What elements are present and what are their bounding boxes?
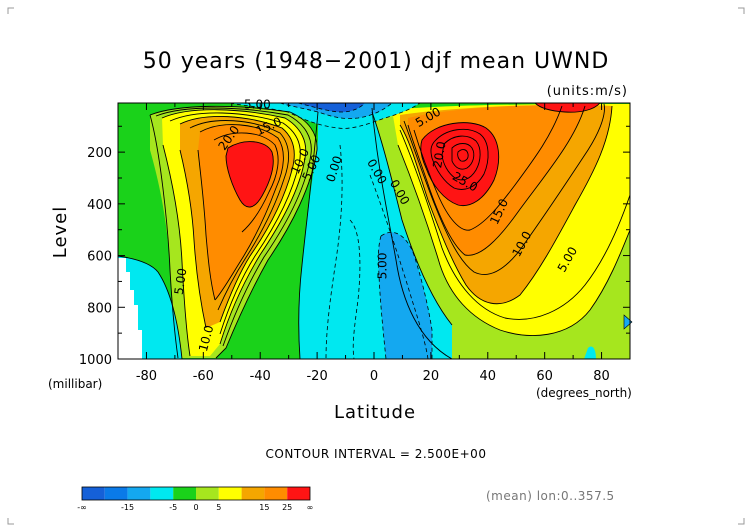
chart-title: 50 years (1948−2001) djf mean UWND bbox=[143, 49, 610, 74]
x-tick-label: 40 bbox=[480, 369, 497, 384]
colorbar-swatch bbox=[264, 487, 288, 500]
nh-contour-line-12 bbox=[399, 129, 630, 320]
sh-contour-line-west-10 bbox=[162, 144, 191, 357]
missing-data-mask bbox=[118, 258, 142, 359]
x-tick-label: -20 bbox=[306, 369, 327, 384]
sh-jet-core-fill bbox=[226, 141, 274, 208]
colorbar-swatch bbox=[127, 487, 151, 500]
equatorial-dashed-line-2 bbox=[349, 219, 361, 359]
colorbar-label: 15 bbox=[259, 503, 269, 512]
x-tick-label: -60 bbox=[193, 369, 214, 384]
sh-contour-line-22 bbox=[213, 132, 279, 233]
sh-contour-line-15 bbox=[179, 116, 295, 323]
colorbar-label: 25 bbox=[282, 503, 292, 512]
y-tick-label: 600 bbox=[87, 250, 112, 265]
nh-contour-line-22 bbox=[413, 105, 563, 231]
x-tick-label: -40 bbox=[250, 369, 271, 384]
nh-contour-line-15 bbox=[399, 105, 613, 305]
contour-lines bbox=[118, 103, 630, 359]
colorbar-frame bbox=[81, 486, 311, 501]
x-tick-label: 0 bbox=[370, 369, 378, 384]
x-tick-label: -80 bbox=[136, 369, 157, 384]
sh-contour-line-7 bbox=[155, 107, 312, 347]
colorbar-swatch bbox=[150, 487, 174, 500]
tropical-upper-core-fill-2 bbox=[298, 103, 365, 112]
contour-label: 5.00 bbox=[172, 267, 190, 295]
equatorial-core-fill bbox=[378, 232, 432, 359]
axes: -80 -60 -40 -20 0 20 40 60 80 200 400 600 800 1000 bbox=[79, 103, 631, 384]
units-label: (units:m/s) bbox=[547, 84, 628, 99]
sh-contour-line-25 bbox=[225, 141, 274, 208]
colorbar-swatch bbox=[218, 487, 242, 500]
sh-contour-line-20 bbox=[199, 124, 284, 301]
x-tick-label: 60 bbox=[536, 369, 553, 384]
tropical-upper-dashed-line-3 bbox=[229, 103, 421, 129]
negative-contour-lines bbox=[229, 103, 433, 359]
y-axis-title: Level bbox=[50, 206, 71, 259]
y-unit-label: (millibar) bbox=[48, 377, 102, 391]
y-tick-label: 200 bbox=[87, 146, 112, 161]
sh-contour-line-17 bbox=[189, 120, 289, 311]
averaging-footnote: (mean) lon:0..357.5 bbox=[486, 489, 615, 503]
colorbar-swatch bbox=[196, 487, 219, 500]
sh-contour-line-12 bbox=[169, 112, 301, 335]
equatorial-dashed-line-3 bbox=[369, 174, 429, 359]
page-corner-marks bbox=[7, 7, 745, 525]
colorbar-swatch bbox=[104, 487, 128, 500]
nh-contour-line-5 bbox=[371, 107, 453, 359]
tropical-upper-dashed-line-2 bbox=[297, 103, 366, 113]
colorbar-label: -∞ bbox=[77, 503, 87, 512]
nh-contour-line-40 bbox=[457, 149, 469, 162]
colorbar-label: 5 bbox=[216, 503, 221, 512]
nh-surface-easterly-fill bbox=[584, 346, 596, 359]
contour-label: 5.00 bbox=[244, 97, 271, 111]
contour-interval-label: CONTOUR INTERVAL = 2.500E+00 bbox=[266, 447, 487, 461]
sh-easterly-contour-line bbox=[118, 255, 183, 359]
x-axis-title: Latitude bbox=[334, 402, 416, 423]
colorbar-swatch bbox=[173, 487, 196, 500]
colorbar-swatch bbox=[287, 487, 310, 500]
x-unit-label: (degrees_north) bbox=[536, 386, 632, 400]
y-tick-label: 800 bbox=[87, 301, 112, 316]
sh-contour-line-west-15 bbox=[179, 149, 207, 329]
y-tick-label: 1000 bbox=[79, 353, 112, 368]
nh-upper-contour-line bbox=[534, 103, 601, 113]
colorbar-label: -15 bbox=[121, 503, 134, 512]
contour-plot-area bbox=[118, 103, 630, 359]
colorbar: -∞ -15 -5 0 5 15 25 ∞ bbox=[77, 486, 314, 512]
colorbar-label: 0 bbox=[193, 503, 198, 512]
colorbar-label: ∞ bbox=[307, 503, 314, 512]
nh-contour-line-20 bbox=[407, 105, 586, 256]
x-tick-label: 80 bbox=[593, 369, 610, 384]
sh-contour-line-west-5 bbox=[149, 114, 179, 359]
sh-contour-line-10 bbox=[161, 109, 307, 345]
nh-contour-line-30 bbox=[441, 135, 481, 181]
x-tick-label: 20 bbox=[423, 369, 440, 384]
equatorial-core-contour-line-west bbox=[378, 235, 387, 359]
equatorial-zero-line-east bbox=[371, 111, 453, 326]
contour-label: 10.0 bbox=[196, 324, 216, 353]
nh-contour-line-27 bbox=[430, 128, 489, 190]
nh-contour-line-25 bbox=[420, 122, 500, 207]
sh-contour-line-west-20 bbox=[197, 149, 216, 301]
right-edge-marker bbox=[623, 314, 633, 330]
colorbar-swatch bbox=[241, 487, 265, 500]
equatorial-zero-line-west bbox=[298, 111, 319, 359]
y-tick-label: 400 bbox=[87, 198, 112, 213]
tropical-upper-dashed-line bbox=[279, 103, 393, 119]
nh-contour-line-35 bbox=[451, 143, 475, 170]
nh-contour-line-17 bbox=[403, 103, 605, 275]
contour-label: 5.00 bbox=[376, 253, 390, 280]
nh-jet-core-fill bbox=[420, 122, 499, 206]
contour-label: 20.0 bbox=[430, 140, 448, 169]
sh-contour-line-5 bbox=[149, 105, 318, 359]
colorbar-label: -5 bbox=[169, 503, 177, 512]
equatorial-core-contour-line bbox=[380, 231, 433, 359]
nh-contour-line-10 bbox=[397, 144, 630, 336]
equatorial-dashed-line-1 bbox=[325, 144, 343, 359]
colorbar-swatch bbox=[82, 487, 105, 500]
